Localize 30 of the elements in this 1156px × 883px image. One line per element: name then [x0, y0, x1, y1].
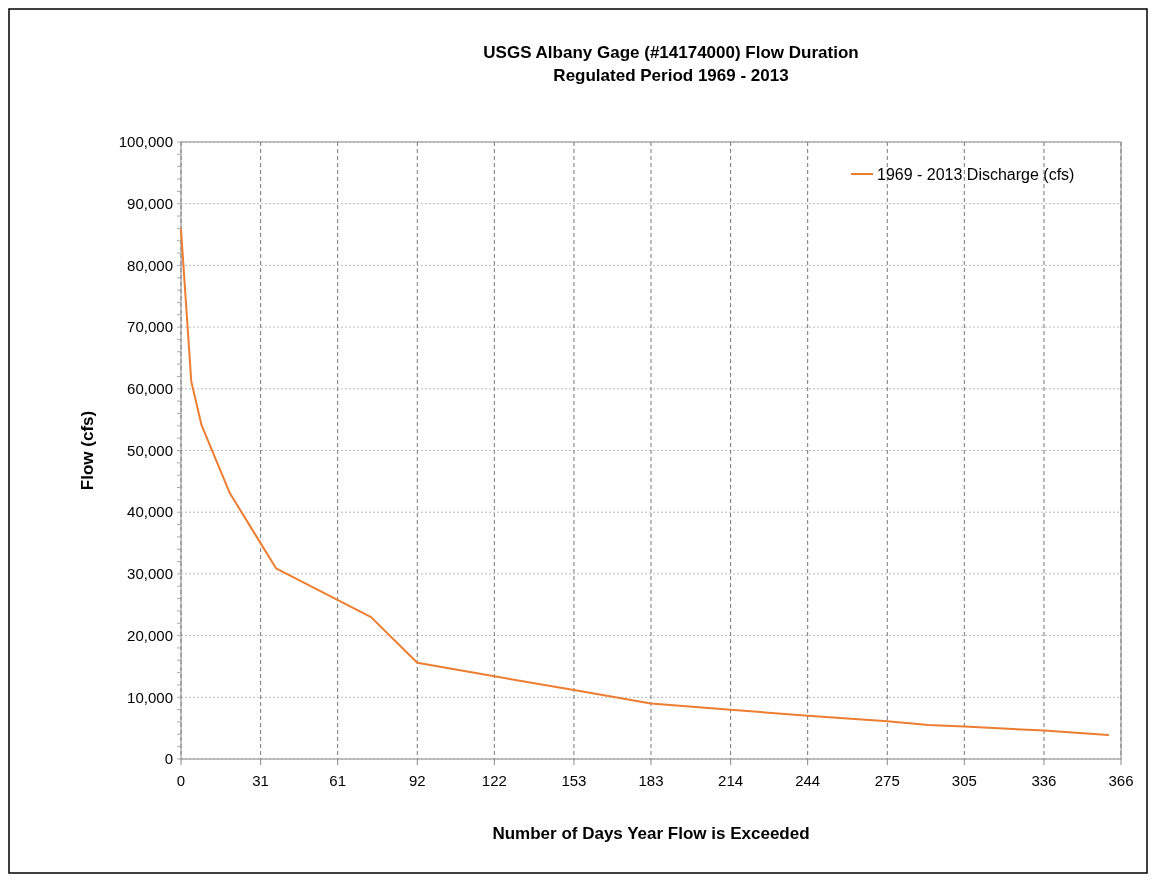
y-tick-label: 100,000: [118, 133, 173, 151]
y-tick-label: 70,000: [127, 318, 173, 336]
x-tick-label: 244: [795, 772, 821, 789]
y-tick-label: 10,000: [127, 688, 173, 706]
x-tick-label: 92: [408, 772, 426, 789]
y-tick-label: 90,000: [127, 194, 173, 212]
x-tick-label: 214: [718, 772, 744, 789]
legend-label: 1969 - 2013 Discharge (cfs): [877, 165, 1075, 183]
y-tick-label: 20,000: [127, 626, 173, 644]
x-tick-label: 305: [951, 772, 977, 789]
x-tick-label: 122: [481, 772, 507, 789]
y-tick-label: 0: [164, 750, 173, 768]
x-tick-label: 336: [1031, 772, 1057, 789]
y-tick-label: 50,000: [127, 441, 173, 459]
chart-title: USGS Albany Gage (#14174000) Flow Duration: [483, 43, 859, 62]
x-tick-label: 153: [561, 772, 587, 789]
x-tick-label: 275: [874, 772, 900, 789]
x-tick-label: 366: [1108, 772, 1134, 789]
x-axis-title: Number of Days Year Flow is Exceeded: [492, 824, 810, 843]
y-tick-label: 40,000: [127, 503, 173, 521]
x-tick-label: 31: [252, 772, 269, 789]
line-series: [180, 228, 1110, 736]
y-axis-title: Flow (cfs): [78, 410, 97, 491]
chart-subtitle: Regulated Period 1969 - 2013: [553, 66, 789, 85]
y-tick-label: 30,000: [127, 565, 173, 583]
y-tick-label: 60,000: [127, 380, 173, 398]
x-tick-label: 0: [176, 772, 186, 789]
x-tick-label: 61: [329, 772, 347, 789]
y-tick-label: 80,000: [127, 256, 173, 274]
x-tick-label: 183: [638, 772, 664, 789]
